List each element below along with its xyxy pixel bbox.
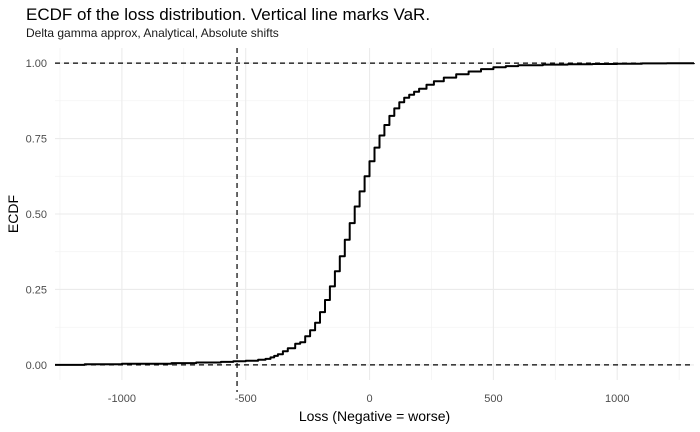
y-tick-label: 0.75 — [26, 134, 47, 146]
chart-title: ECDF of the loss distribution. Vertical … — [26, 5, 431, 24]
chart-subtitle: Delta gamma approx, Analytical, Absolute… — [26, 26, 279, 40]
y-axis-title: ECDF — [5, 195, 21, 233]
y-tick-label: 0.50 — [26, 209, 47, 221]
ecdf-series-line — [55, 62, 695, 366]
y-tick-label: 0.00 — [26, 360, 47, 372]
x-axis-title: Loss (Negative = worse) — [299, 408, 450, 424]
x-tick-label: 0 — [366, 393, 372, 405]
x-tick-label: 1000 — [605, 393, 629, 405]
x-tick-label: 500 — [484, 393, 502, 405]
x-tick-label: -1000 — [108, 393, 136, 405]
x-tick-label: -500 — [235, 393, 257, 405]
y-tick-label: 1.00 — [26, 58, 47, 70]
y-tick-label: 0.25 — [26, 284, 47, 296]
